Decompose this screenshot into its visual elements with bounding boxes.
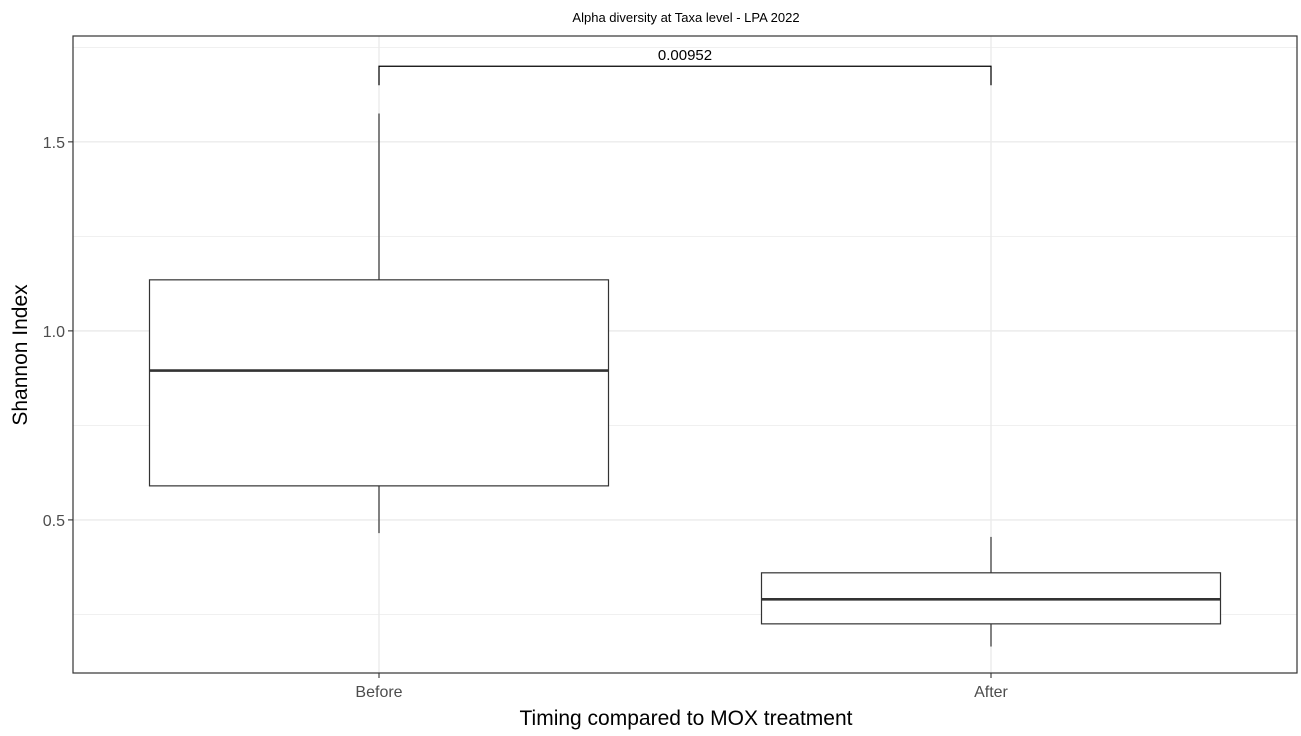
- y-tick-label: 1.0: [43, 324, 65, 341]
- panel-border: [72, 35, 1298, 674]
- y-axis-title: Shannon Index: [9, 284, 32, 426]
- x-tick-label: After: [974, 684, 1008, 701]
- y-tick-label: 0.5: [43, 513, 65, 530]
- comparison-bracket: [378, 65, 992, 86]
- y-tick-label: 1.5: [43, 135, 65, 152]
- box-before: [148, 113, 610, 534]
- box-after: [760, 536, 1222, 647]
- chart-title: Alpha diversity at Taxa level - LPA 2022: [572, 10, 799, 25]
- x-axis-ticks: Before After: [355, 673, 1009, 701]
- box-series: [148, 113, 1222, 647]
- y-axis-ticks: 0.5 1.0 1.5: [43, 135, 73, 530]
- comparison-annotation: 0.00952: [378, 47, 992, 86]
- x-tick-label: Before: [355, 684, 402, 701]
- box-iqr: [148, 279, 610, 487]
- x-axis-title: Timing compared to MOX treatment: [519, 707, 852, 730]
- p-value-label: 0.00952: [658, 47, 712, 64]
